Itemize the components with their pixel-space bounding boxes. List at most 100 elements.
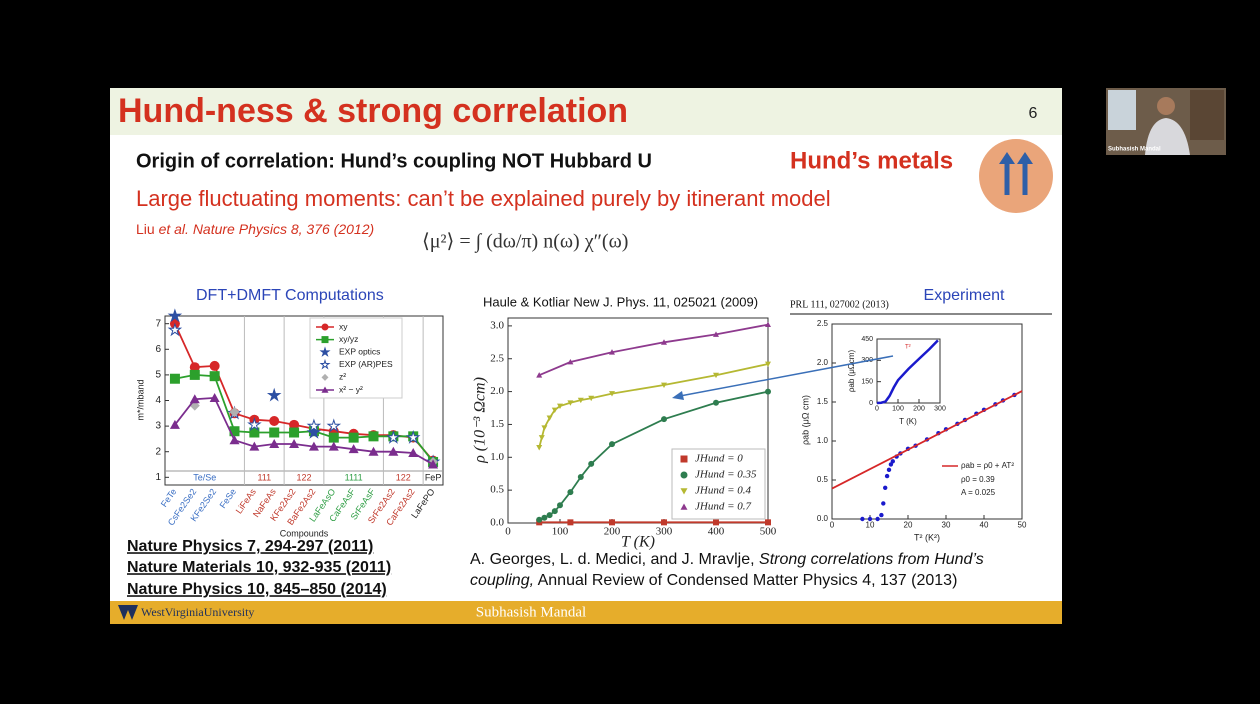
marker xyxy=(405,429,421,444)
marker xyxy=(249,441,260,451)
marker xyxy=(567,489,574,496)
marker xyxy=(884,473,890,479)
title-band xyxy=(110,88,1062,135)
y-tick-label: 6 xyxy=(155,344,161,355)
y-tick-label: 1.5 xyxy=(490,418,504,430)
legend-box xyxy=(309,317,403,399)
marker xyxy=(348,432,359,443)
marker xyxy=(713,399,719,406)
footer-bar xyxy=(110,601,1062,624)
badge: Hund’s metals xyxy=(790,147,953,174)
citation-author: Liu xyxy=(136,221,155,237)
legend-label: ρab = ρ0 + AT² xyxy=(961,461,1014,470)
plot-frame xyxy=(876,338,941,404)
marker xyxy=(557,502,563,509)
marker xyxy=(661,416,667,423)
marker xyxy=(713,519,719,526)
marker xyxy=(765,388,771,395)
footer-logo-mark xyxy=(118,605,138,620)
marker xyxy=(308,441,319,451)
marker xyxy=(567,359,574,365)
review-line: coupling, Annual Review of Condensed Mat… xyxy=(470,572,957,589)
pointer-arrow xyxy=(679,355,894,397)
y-tick-label: 2.0 xyxy=(817,358,829,367)
footer-name: Subhasish Mandal xyxy=(476,604,586,620)
marker xyxy=(321,336,329,344)
marker xyxy=(289,439,300,449)
hund-icon xyxy=(979,139,1053,213)
page-number: 6 xyxy=(1029,105,1038,122)
marker xyxy=(229,435,240,445)
marker xyxy=(169,373,180,384)
marker xyxy=(680,471,688,479)
marker xyxy=(541,425,548,431)
group-label: 1111 xyxy=(345,472,363,482)
marker xyxy=(536,372,543,378)
x-tick-label: 300 xyxy=(934,405,946,412)
subtitle: Origin of correlation: Hund’s coupling N… xyxy=(136,150,652,172)
x-tick-label: 0 xyxy=(875,405,879,412)
marker xyxy=(557,403,563,410)
y-tick-label: 0.0 xyxy=(817,514,829,523)
group-label: FeP xyxy=(425,472,442,482)
reference: Nature Physics 10, 845–850 (2014) xyxy=(127,581,387,598)
legend-label: x² − y² xyxy=(339,384,363,394)
x-tick-label: 0 xyxy=(830,521,835,530)
webcam: Subhasish Mandal xyxy=(1106,88,1226,155)
marker xyxy=(588,460,595,467)
y-tick-label: 0.5 xyxy=(817,475,829,484)
marker xyxy=(169,419,180,429)
x-tick-label: 10 xyxy=(866,521,875,530)
y-axis-label: ρ (10⁻³ Ωcm) xyxy=(472,377,489,464)
marker xyxy=(661,339,667,345)
marker xyxy=(321,373,329,381)
marker xyxy=(680,455,688,463)
marker xyxy=(713,331,719,337)
marker xyxy=(328,441,339,451)
x-tick-label: 30 xyxy=(942,521,951,530)
x-tick-label: 50 xyxy=(1018,521,1027,530)
x-axis-label: T (K) xyxy=(621,534,655,551)
x-tick-label: 500 xyxy=(760,525,777,537)
x-tick-label: 100 xyxy=(892,405,904,412)
annotation: A = 0.025 xyxy=(961,488,996,497)
marker xyxy=(609,519,615,526)
inset-annotation: T² xyxy=(905,345,911,351)
marker xyxy=(229,407,240,418)
review-journal: Annual Review of Condensed Matter Physic… xyxy=(538,572,958,589)
inset-x-label: T (K) xyxy=(899,417,917,426)
x-tick-label: 100 xyxy=(552,525,569,537)
legend-label: xy/yz xyxy=(339,334,358,344)
series-line xyxy=(538,323,769,377)
review-title: Strong correlations from Hund’s xyxy=(759,551,984,568)
y-axis-label: ρab (μΩ cm) xyxy=(800,395,810,445)
review-line: A. Georges, L. d. Medici, and J. Mravlje… xyxy=(470,551,984,568)
citation: Liu et al. Nature Physics 8, 376 (2012) xyxy=(136,221,374,237)
marker xyxy=(167,322,183,337)
marker xyxy=(266,387,282,402)
marker xyxy=(661,382,667,389)
marker xyxy=(890,459,895,464)
marker xyxy=(609,441,615,448)
marker xyxy=(388,446,399,456)
x-tick-label: 200 xyxy=(604,525,621,537)
marker xyxy=(428,459,439,469)
marker xyxy=(577,397,584,404)
marker xyxy=(765,361,771,367)
citation-rest: et al. Nature Physics 8, 376 (2012) xyxy=(159,221,375,237)
y-tick-label: 0.5 xyxy=(490,484,504,496)
annotation: ρ0 = 0.39 xyxy=(961,475,995,484)
series-line xyxy=(174,396,434,466)
marker xyxy=(189,394,200,404)
x-tick-label: 400 xyxy=(708,525,725,537)
y-tick-label: 4 xyxy=(155,395,161,406)
y-tick-label: 7 xyxy=(155,318,161,329)
marker xyxy=(609,391,615,397)
marker xyxy=(536,516,543,523)
statement: Large fluctuating moments: can’t be expl… xyxy=(136,186,831,211)
legend-label: EXP optics xyxy=(339,346,380,356)
marker xyxy=(536,445,543,451)
marker xyxy=(328,432,339,443)
marker xyxy=(551,407,558,413)
marker xyxy=(765,519,771,526)
